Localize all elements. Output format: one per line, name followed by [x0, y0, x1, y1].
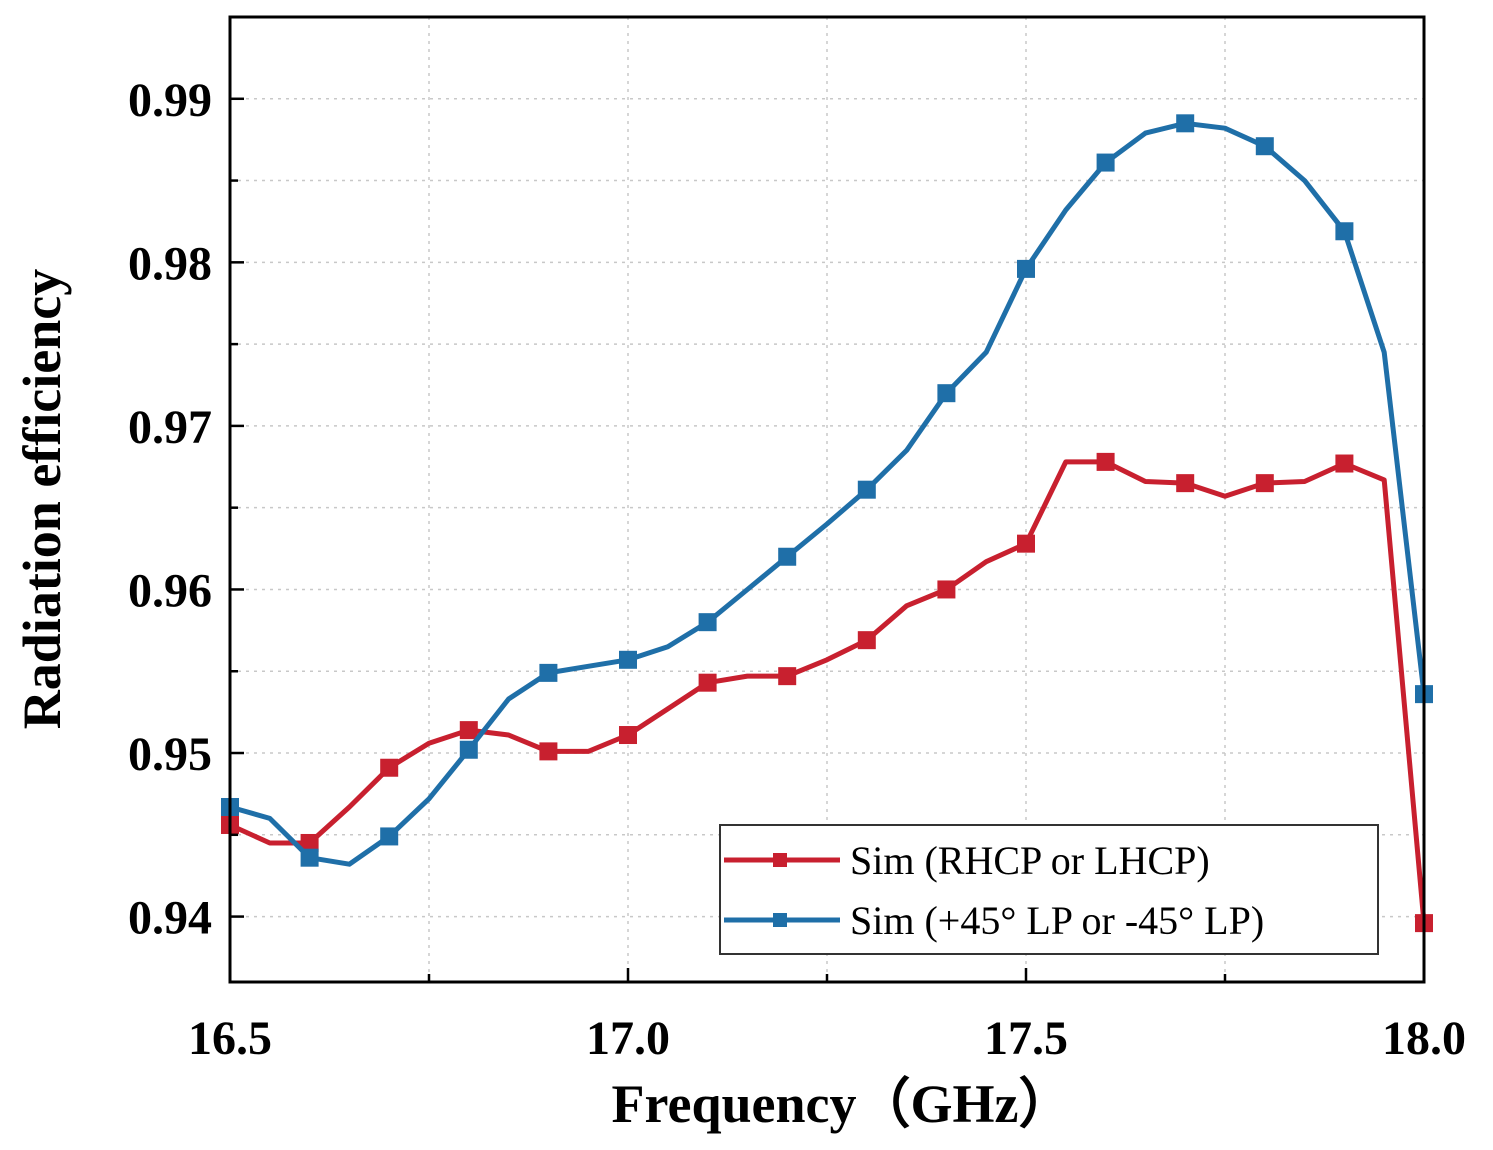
series-point-0 — [1017, 534, 1035, 553]
series-point-1 — [459, 740, 478, 759]
series-point-1 — [778, 547, 797, 566]
series-point-1 — [857, 480, 876, 499]
legend-label-rhcp: Sim (RHCP or LHCP) — [850, 838, 1210, 883]
series-point-0 — [459, 721, 478, 740]
series-point-1 — [1176, 114, 1195, 133]
series-point-1 — [1096, 153, 1115, 172]
legend-marker-rhcp — [773, 853, 787, 867]
series-point-1 — [380, 827, 399, 846]
legend-box — [719, 824, 1379, 955]
x-axis-title: Frequency（GHz） — [612, 1074, 1073, 1134]
y-tick-label: 0.99 — [128, 74, 212, 127]
series-point-0 — [380, 758, 399, 777]
series-point-1 — [1335, 222, 1354, 241]
x-tick-label: 17.0 — [586, 1012, 670, 1065]
series-lines — [221, 114, 1433, 933]
y-tick-label: 0.95 — [128, 728, 212, 781]
series-point-0 — [698, 673, 717, 692]
series-point-0 — [1176, 474, 1195, 493]
y-tick-label: 0.94 — [128, 892, 212, 945]
y-tick-label: 0.97 — [128, 401, 212, 454]
legend: Sim (RHCP or LHCP) Sim (+45° LP or -45° … — [719, 824, 1379, 955]
y-tick-label: 0.96 — [128, 564, 212, 617]
x-tick-label: 16.5 — [188, 1012, 272, 1065]
series-point-1 — [937, 384, 956, 403]
series-point-1 — [539, 663, 558, 682]
series-point-0 — [300, 833, 319, 852]
series-point-0 — [778, 667, 797, 686]
series-point-0 — [539, 742, 558, 761]
axis-ticks: 16.5 17.0 17.5 18.0 0.94 0.95 0.96 0.97 0.98 0.99 — [128, 15, 1466, 1065]
legend-marker-lp — [773, 913, 787, 927]
series-line-0 — [228, 459, 1427, 924]
series-point-0 — [1335, 454, 1354, 473]
series-point-0 — [1096, 452, 1115, 471]
series-line-1 — [229, 120, 1427, 867]
series-point-1 — [1255, 137, 1274, 156]
series-point-1 — [619, 650, 637, 669]
series-point-1 — [300, 848, 319, 867]
series-point-0 — [1255, 474, 1274, 493]
legend-label-lp: Sim (+45° LP or -45° LP) — [850, 898, 1264, 943]
series-point-0 — [619, 726, 637, 745]
y-tick-label: 0.98 — [128, 237, 212, 290]
series-point-1 — [698, 613, 717, 632]
series-point-0 — [937, 580, 956, 599]
x-tick-label: 18.0 — [1382, 1012, 1466, 1065]
y-axis-title: Radiation efficiency — [12, 269, 72, 729]
series-point-1 — [1017, 259, 1035, 278]
series-point-0 — [857, 631, 876, 650]
x-tick-label: 17.5 — [984, 1012, 1068, 1065]
